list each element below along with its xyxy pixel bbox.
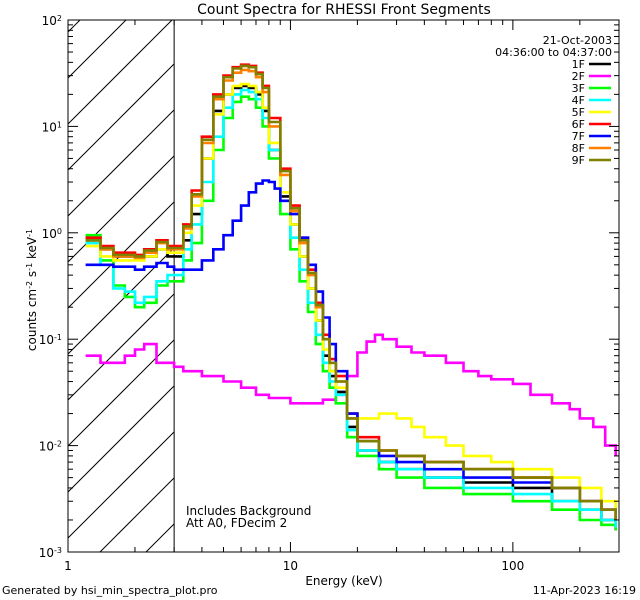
legend-label-1F: 1F (572, 58, 585, 71)
hatch-line (68, 20, 127, 79)
series-line-6F (85, 63, 617, 520)
y-tick-label: 10-2 (39, 439, 62, 454)
x-tick-labels: 1 10 100 (64, 559, 524, 573)
hatched-region (68, 20, 175, 552)
y-tick-label: 10-3 (39, 546, 62, 561)
y-tick-labels: 10-3 10-2 10-1 100 101 102 (39, 14, 62, 561)
x-tick-label: 100 (501, 559, 524, 573)
series-line-5F (85, 82, 617, 510)
hatch-line (145, 523, 175, 552)
hatch-line (68, 109, 175, 217)
series-line-1F (85, 84, 617, 531)
legend-label-5F: 5F (572, 106, 585, 119)
legend-label-7F: 7F (572, 130, 585, 143)
x-tick-label: 1 (64, 559, 72, 573)
legend-label-3F: 3F (572, 82, 585, 95)
y-tick-label: 102 (42, 14, 62, 29)
series-line-2F (85, 333, 617, 456)
footer-timestamp: 11-Apr-2023 16:19 (533, 584, 636, 597)
hatch-line (68, 431, 175, 539)
hatch-line (68, 20, 81, 33)
series-line-8F (85, 68, 617, 520)
annotation-attenuator: Att A0, FDecim 2 (186, 516, 287, 530)
legend-label-2F: 2F (572, 70, 585, 83)
legend-label-6F: 6F (572, 118, 585, 131)
hatch-line (68, 155, 175, 263)
time-range-label: 04:36:00 to 04:37:00 (495, 46, 612, 59)
y-tick-label: 10-1 (39, 333, 62, 348)
date-label: 21-Oct-2003 (543, 34, 612, 47)
footer-generated-by: Generated by hsi_min_spectra_plot.pro (2, 584, 218, 597)
y-tick-label: 101 (42, 120, 62, 135)
legend-label-4F: 4F (572, 94, 585, 107)
series-group (85, 63, 617, 531)
legend-label-9F: 9F (572, 154, 585, 167)
series-line-4F (85, 88, 617, 528)
x-axis-label: Energy (keV) (305, 574, 382, 588)
hatch-line (68, 20, 173, 125)
y-tick-label: 100 (42, 226, 62, 241)
plot-frame (67, 19, 620, 553)
hatch-line (68, 385, 175, 493)
hatch-line (68, 339, 175, 447)
x-tick-label: 10 (283, 559, 298, 573)
hatch-line (68, 293, 175, 401)
annotation-background: Includes Background (186, 504, 311, 518)
series-line-3F (85, 95, 617, 531)
series-line-7F (85, 179, 617, 520)
hatch-line (68, 63, 175, 171)
chart-title: Count Spectra for RHESSI Front Segments (197, 2, 491, 18)
series-line-9F (85, 64, 617, 520)
legend-label-8F: 8F (572, 142, 585, 155)
y-axis-label: counts cm-2 s-1 keV-1 (25, 229, 40, 351)
axis-ticks (67, 20, 620, 553)
hatch-line (99, 477, 175, 552)
